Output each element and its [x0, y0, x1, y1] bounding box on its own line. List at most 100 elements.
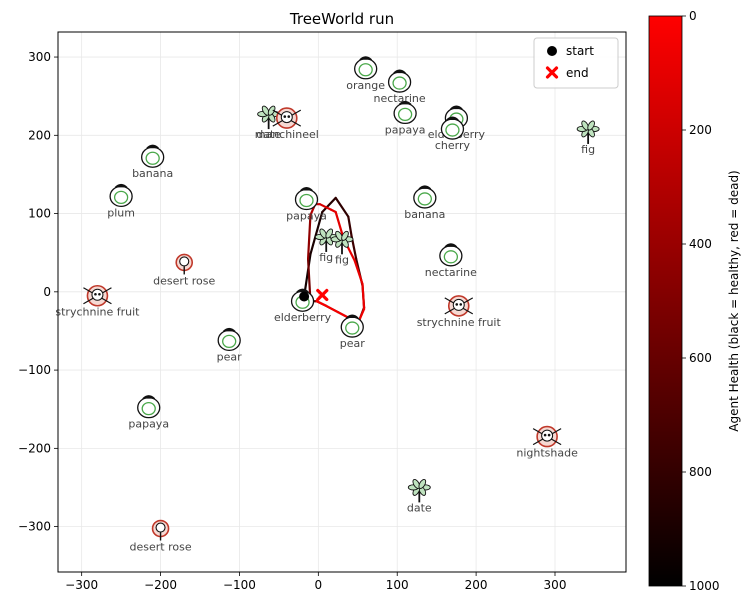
colorbar-ticks: 0 200 400 600 800 1000	[682, 9, 720, 593]
object-label: fig	[581, 143, 595, 156]
object-fruit: nectarine	[425, 243, 477, 279]
rose-icon	[179, 256, 190, 267]
colorbar-tick-label: 800	[689, 465, 712, 479]
object-flower: desert rose	[153, 253, 215, 287]
y-axis: −300 −200 −100 0 100 200 300	[18, 50, 58, 534]
object-fruit: pear	[340, 314, 365, 350]
fruit-flesh-icon	[113, 190, 129, 204]
palm-leaf-icon	[412, 478, 421, 489]
x-tick-label: 200	[465, 578, 488, 592]
leaf-icon	[393, 69, 406, 74]
palm-leaf-icon	[261, 105, 270, 116]
leaf-icon	[450, 105, 463, 110]
path-segment	[361, 282, 366, 311]
object-label: strychnine fruit	[55, 306, 140, 319]
legend-end-label: end	[566, 66, 589, 80]
fruit-flesh-icon	[145, 151, 160, 165]
object-fruit: nectarine	[374, 69, 426, 105]
object-label: papaya	[286, 209, 327, 222]
path-segment	[318, 203, 328, 209]
leaf-icon	[418, 185, 432, 190]
path-segment	[309, 210, 324, 256]
leaf-icon	[114, 183, 128, 188]
object-label: cherry	[435, 139, 471, 152]
object-label: orange	[346, 79, 385, 92]
fruit-flesh-icon	[443, 250, 459, 264]
legend-start-marker	[547, 46, 557, 56]
y-tick-label: 0	[43, 285, 51, 299]
skull-eye-icon	[287, 115, 291, 118]
skull-eye-icon	[547, 433, 551, 437]
end-marker	[316, 288, 329, 302]
leaf-icon	[300, 186, 313, 191]
object-tree: date	[407, 478, 432, 514]
object-label: fig	[319, 251, 333, 264]
skull-icon	[91, 288, 104, 301]
colorbar-label: Agent Health (black = healthy, red = dea…	[727, 170, 741, 432]
x-tick-label: 300	[544, 578, 567, 592]
object-label: plum	[107, 206, 135, 219]
object-fruit: cherry	[435, 116, 471, 152]
leaf-icon	[142, 395, 156, 400]
object-fruit: banana	[404, 185, 445, 221]
leaf-icon	[398, 100, 412, 105]
object-skull: strychnine fruit	[417, 295, 501, 329]
object-label: elderberry	[274, 311, 332, 324]
palm-leaf-icon	[325, 228, 334, 239]
colorbar-tick-label: 600	[689, 351, 712, 365]
legend-end-marker	[545, 66, 559, 79]
skull-eye-icon	[98, 292, 101, 296]
object-label: date	[256, 128, 281, 141]
x-tick-label: 0	[315, 578, 323, 592]
path-segment	[315, 300, 328, 308]
skull-eye-icon	[455, 303, 459, 306]
palm-leaf-icon	[581, 120, 589, 131]
object-label: banana	[132, 167, 173, 180]
object-flower: desert rose	[130, 519, 192, 554]
skull-eye-icon	[283, 115, 287, 118]
colorbar-tick-label: 0	[689, 9, 697, 23]
object-label: fig	[335, 253, 349, 266]
leaf-icon	[444, 243, 458, 248]
leaf-icon	[446, 116, 459, 121]
object-label: manchineel	[255, 128, 319, 141]
palm-leaf-icon	[418, 478, 427, 489]
object-tree: fig	[330, 230, 354, 266]
skull-eye-icon	[543, 433, 547, 437]
fruit-flesh-icon	[358, 63, 373, 77]
world-objects: orangenectarinepapayaelderberrycherryfig…	[55, 56, 600, 554]
object-label: date	[407, 501, 432, 514]
fruit-flesh-icon	[392, 76, 407, 90]
y-tick-label: −300	[18, 520, 51, 534]
x-axis: −300 −200 −100 0 100 200 300	[65, 572, 566, 592]
fruit-flesh-icon	[445, 123, 460, 137]
colorbar-tick-label: 400	[689, 237, 712, 251]
skull-icon	[280, 111, 293, 124]
y-tick-label: 100	[28, 207, 51, 221]
object-skull: nightshade	[516, 425, 578, 460]
object-tree: date	[256, 105, 281, 141]
leaf-icon	[345, 314, 359, 319]
leaf-icon	[222, 327, 236, 332]
object-fruit: elderberry	[274, 288, 332, 324]
object-label: banana	[404, 208, 445, 221]
object-tree: fig	[314, 228, 338, 264]
x-tick-label: −200	[144, 578, 177, 592]
x-tick-label: −300	[65, 578, 98, 592]
rose-icon	[155, 522, 166, 533]
object-skull: manchineel	[255, 107, 319, 141]
skull-icon	[452, 298, 465, 311]
x-tick-label: −100	[223, 578, 256, 592]
object-label: desert rose	[130, 541, 192, 554]
object-label: pear	[340, 337, 365, 350]
object-fruit: banana	[132, 144, 173, 180]
colorbar	[648, 15, 683, 587]
start-marker	[299, 291, 310, 302]
object-skull: strychnine fruit	[55, 284, 140, 319]
skull-eye-icon	[94, 292, 97, 296]
y-tick-label: 200	[28, 128, 51, 142]
leaf-icon	[359, 56, 373, 61]
object-fruit: pear	[217, 327, 242, 363]
path-segment	[334, 196, 350, 218]
object-label: pear	[217, 350, 242, 363]
